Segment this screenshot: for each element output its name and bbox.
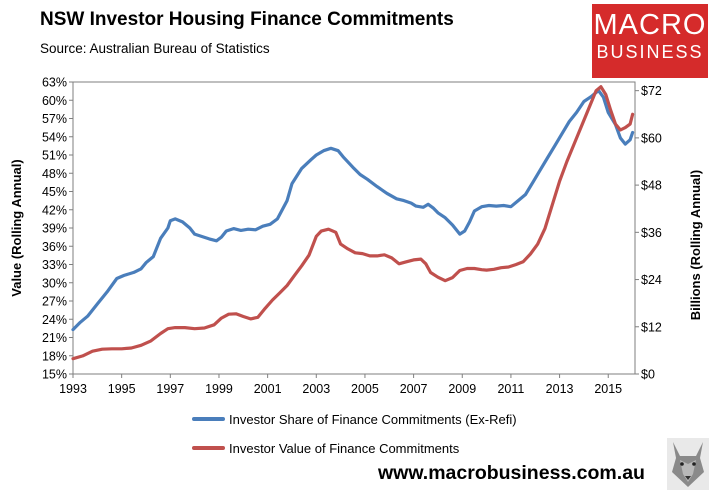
legend-label-value: Investor Value of Finance Commitments: [229, 440, 460, 456]
y-left-tick-label: 54%: [42, 130, 67, 144]
legend-label-share: Investor Share of Finance Commitments (E…: [229, 411, 517, 427]
series-line-investor-value: [71, 85, 635, 361]
logo-line2: BUSINESS: [596, 42, 704, 62]
chart-subtitle: Source: Australian Bureau of Statistics: [40, 41, 270, 56]
y-axis-right-label: Billions (Rolling Annual): [688, 170, 703, 320]
x-tick-label: 2013: [546, 382, 574, 396]
x-tick-label: 2005: [351, 382, 379, 396]
y-left-tick-label: 51%: [42, 149, 67, 163]
y-left-tick-label: 42%: [42, 203, 67, 217]
y-left-tick-label: 48%: [42, 167, 67, 181]
y-left-tick-label: 21%: [42, 331, 67, 345]
x-tick-label: 2011: [497, 382, 524, 396]
y-left-tick-label: 60%: [42, 94, 67, 108]
y-right-tick-label: $0: [641, 368, 655, 382]
y-axis-left-label: Value (Rolling Annual): [9, 159, 24, 296]
x-tick-label: 1995: [108, 382, 136, 396]
x-tick-label: 2015: [594, 382, 622, 396]
y-right-tick-label: $36: [641, 226, 662, 240]
y-left-tick-label: 30%: [42, 276, 67, 290]
x-tick-label: 2001: [254, 382, 282, 396]
x-tick-label: 1999: [205, 382, 233, 396]
wolf-icon: [667, 438, 709, 490]
y-left-tick-label: 45%: [42, 185, 67, 199]
y-right-tick-label: $48: [641, 179, 662, 193]
y-right-tick-label: $12: [641, 320, 662, 334]
left-axis: 15% 18% 21% 24% 27% 30% 33% 36% 39% 42% 45% 48% 51% 5…: [42, 76, 73, 382]
x-tick-label: 2007: [400, 382, 428, 396]
y-left-tick-label: 27%: [42, 295, 67, 309]
right-axis: $0 $12 $24 $36 $48 $60 $72: [635, 84, 662, 382]
y-right-tick-label: $24: [641, 273, 662, 287]
series-line-investor-share: [71, 88, 635, 332]
y-left-tick-label: 57%: [42, 112, 67, 126]
chart-title: NSW Investor Housing Finance Commitments: [40, 9, 454, 30]
x-axis: 1993 1995 1997 1999 2001 2003 2005 2007 2009 2011…: [59, 374, 622, 396]
y-left-tick-label: 15%: [42, 368, 67, 382]
y-right-tick-label: $60: [641, 131, 662, 145]
legend-item-share[interactable]: Investor Share of Finance Commitments (E…: [192, 410, 517, 428]
series-layer: [71, 85, 635, 361]
y-left-tick-label: 39%: [42, 222, 67, 236]
logo-line1: MACRO: [593, 9, 707, 41]
y-left-tick-label: 36%: [42, 240, 67, 254]
y-left-tick-label: 18%: [42, 349, 67, 363]
legend-swatch-value: [192, 446, 225, 450]
y-left-tick-label: 63%: [42, 76, 67, 90]
y-right-tick-label: $72: [641, 84, 662, 98]
y-left-tick-label: 24%: [42, 313, 67, 327]
x-tick-label: 2003: [302, 382, 330, 396]
x-tick-label: 1993: [59, 382, 87, 396]
x-tick-label: 2009: [448, 382, 476, 396]
x-tick-label: 1997: [156, 382, 184, 396]
legend-swatch-share: [192, 417, 225, 421]
website-url[interactable]: www.macrobusiness.com.au: [378, 462, 645, 484]
legend-item-value[interactable]: Investor Value of Finance Commitments: [192, 439, 459, 457]
y-left-tick-label: 33%: [42, 258, 67, 272]
macrobusiness-logo[interactable]: MACRO BUSINESS: [592, 4, 708, 78]
plot-area: [72, 81, 636, 375]
